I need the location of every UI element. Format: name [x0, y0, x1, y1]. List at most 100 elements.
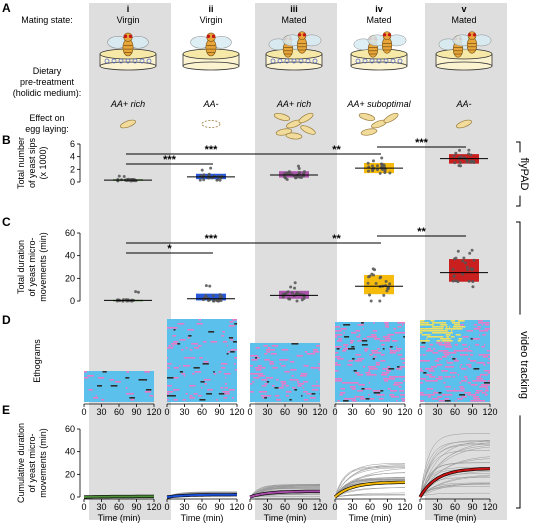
ethogram-segment [167, 385, 171, 387]
ethogram-segment [255, 357, 258, 359]
data-point [454, 279, 458, 283]
ethogram-segment [479, 386, 486, 388]
data-point [380, 156, 384, 160]
ethogram-segment [253, 377, 260, 379]
ethogram-segment [420, 340, 424, 342]
ethogram-segment [234, 369, 237, 371]
video-tracking-label: video tracking [518, 331, 530, 399]
ethogram-segment [484, 390, 489, 392]
ethogram-segment [447, 376, 452, 378]
ethogram-segment [457, 390, 465, 392]
ethogram-segment [110, 385, 118, 387]
ethogram-segment [472, 400, 477, 402]
ethogram-segment [312, 349, 318, 351]
ethogram-segment [368, 370, 371, 372]
ethogram-segment [335, 378, 338, 380]
ethogram-segment [203, 379, 211, 381]
ethogram-segment [476, 390, 480, 392]
ethogram-segment [376, 394, 378, 396]
ethogram-segment [453, 360, 459, 362]
ethogram-segment [430, 366, 438, 368]
ethogram-segment [449, 390, 456, 392]
ethogram-segment [109, 379, 114, 381]
ethogram-segment [483, 370, 489, 372]
ethogram-segment [423, 372, 427, 374]
ethogram-segment [477, 362, 485, 364]
ethogram-segment [421, 342, 426, 344]
ethogram-segment [420, 400, 425, 402]
ethogram-segment [464, 376, 468, 378]
ethogram-segment [269, 361, 274, 363]
y-tick-label: 60 [65, 424, 75, 434]
ethogram-segment [459, 326, 466, 328]
ethogram-segment [478, 334, 481, 336]
x-axis-label: Time (min) [181, 513, 224, 523]
row-label-effect: Effect on [29, 113, 64, 123]
ethogram-segment [390, 396, 398, 398]
data-point [382, 293, 386, 297]
ethogram-segment [465, 350, 467, 352]
ethogram-segment [84, 377, 89, 379]
ethogram-segment [361, 340, 368, 342]
ethogram-segment [380, 390, 384, 392]
ethogram-segment [445, 386, 451, 388]
ethogram-segment [362, 366, 365, 368]
ethogram-segment [296, 355, 304, 357]
food-dish-icon [99, 48, 157, 71]
ethogram-segment [436, 358, 442, 360]
ethogram-segment [335, 336, 338, 338]
amino-acid-dot [104, 58, 110, 64]
ethogram-segment [462, 388, 465, 390]
ethogram-segment [452, 376, 456, 378]
ethogram-segment [432, 336, 438, 338]
amino-acid-dot [376, 58, 382, 64]
bracket-label-bg [517, 314, 529, 416]
ethogram-segment [335, 362, 338, 364]
individual-curve [249, 484, 321, 498]
ethogram-segment [399, 394, 405, 396]
ethogram-segment [266, 381, 270, 383]
ethogram-segment [335, 364, 341, 366]
condition-numeral: iv [375, 4, 383, 14]
individual-curve [249, 493, 320, 498]
ethogram-segment [318, 369, 320, 371]
ethogram-segment [372, 352, 379, 354]
ethogram-segment [432, 322, 436, 324]
ethogram-segment [368, 382, 370, 384]
ethogram-segment [95, 395, 97, 397]
fly-eye [387, 33, 391, 37]
ethogram-segment [234, 323, 237, 325]
ethogram-segment [130, 399, 135, 401]
x-axis-label: Time (min) [349, 513, 392, 523]
ethogram-segment [264, 353, 266, 355]
ethogram-segment [206, 363, 209, 365]
ethogram-segment [359, 340, 362, 342]
ethogram-segment [144, 371, 150, 373]
data-point [380, 164, 384, 168]
amino-acid-dot [118, 58, 124, 64]
ethogram-segment [310, 367, 317, 369]
ethogram-segment [449, 326, 451, 328]
ethogram-segment [459, 394, 465, 396]
amino-acid-dot [291, 58, 297, 64]
amino-acid-dot [139, 58, 145, 64]
data-point [468, 251, 472, 255]
ethogram-segment [232, 319, 237, 321]
ethogram-segment [183, 323, 185, 325]
y-axis-label: of yeast sips [27, 137, 37, 188]
ethogram-segment [440, 322, 444, 324]
ethogram-segment [384, 338, 392, 340]
dish-bottom [182, 61, 240, 71]
ethogram-segment [172, 327, 178, 329]
ethogram-segment [420, 392, 424, 394]
ethogram-segment [357, 340, 360, 342]
ethogram-segment [189, 395, 193, 397]
data-point [206, 299, 210, 303]
ethogram-segment [345, 346, 348, 348]
fly-eye [472, 33, 476, 37]
ethogram-segment [440, 332, 447, 334]
ethogram-segment [296, 381, 300, 383]
data-point [467, 152, 471, 156]
ethogram-segment [182, 399, 187, 401]
